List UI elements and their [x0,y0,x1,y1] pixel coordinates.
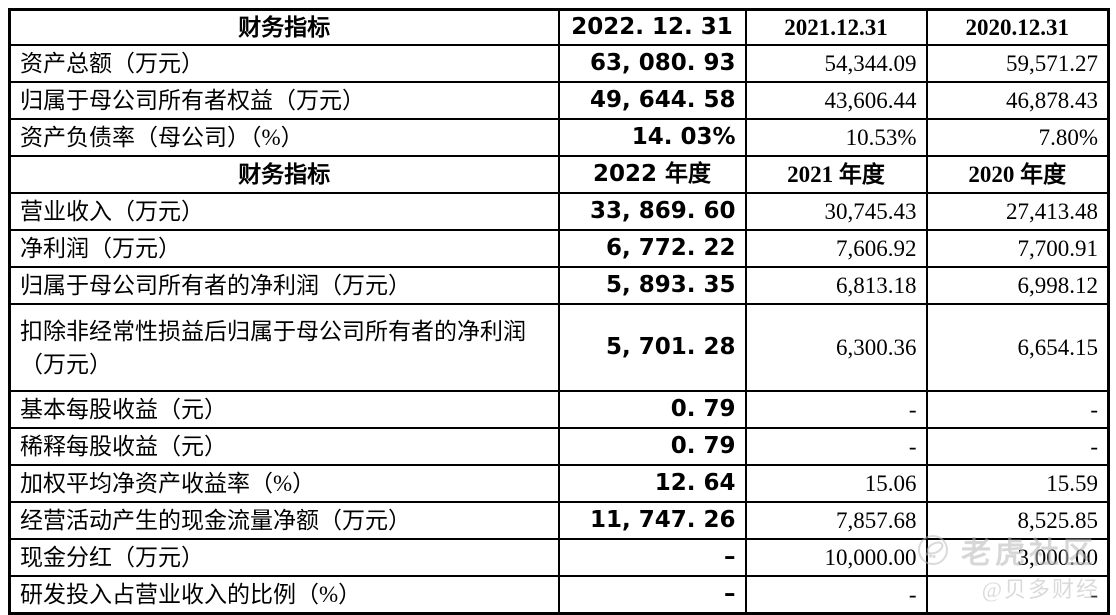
cell-2020: - [925,575,1110,615]
row-label: 研发投入占营业收入的比例（%） [8,575,560,615]
table-row-basic-eps: 基本每股收益（元） 0. 79 - - [8,390,1110,430]
cell-2021: 15.06 [744,464,928,504]
row-label: 扣除非经常性损益后归属于母公司所有者的净利润（万元） [8,303,560,393]
cell-2021: 7,606.92 [744,229,928,269]
table-row-net-profit: 净利润（万元） 6, 772. 22 7,606.92 7,700.91 [8,229,1110,269]
table-row-cash-dividend: 现金分红（万元） – 10,000.00 3,000.00 [8,538,1110,578]
cell-2021: 6,813.18 [744,266,928,306]
row-label: 归属于母公司所有者权益（万元） [8,81,560,121]
cell-2022: 0. 79 [557,390,747,430]
cell-2021: 30,745.43 [744,192,928,232]
financial-indicators-table: 财务指标 2022. 12. 31 2021.12.31 2020.12.31 … [8,8,1110,615]
cell-2022: 12. 64 [557,464,747,504]
row-label: 归属于母公司所有者的净利润（万元） [8,266,560,306]
header-2021-12-31: 2021.12.31 [744,8,928,47]
cell-2020: 27,413.48 [925,192,1110,232]
table-row-revenue: 营业收入（万元） 33, 869. 60 30,745.43 27,413.48 [8,192,1110,232]
cell-2021: 7,857.68 [744,501,928,541]
cell-2021: 43,606.44 [744,81,928,121]
header-indicator-top: 财务指标 [8,8,560,47]
header-2022-year: 2022 年度 [557,155,747,195]
cell-2022: 5, 893. 35 [557,266,747,306]
cell-2022: – [557,538,747,578]
table-row-weighted-roe: 加权平均净资产收益率（%） 12. 64 15.06 15.59 [8,464,1110,504]
table-row-total-assets: 资产总额（万元） 63, 080. 93 54,344.09 59,571.27 [8,44,1110,84]
row-label: 资产负债率（母公司）（%） [8,118,560,158]
cell-2020: - [925,427,1110,467]
cell-2022: – [557,575,747,615]
cell-2020: 7,700.91 [925,229,1110,269]
row-label: 现金分红（万元） [8,538,560,578]
row-label: 稀释每股收益（元） [8,427,560,467]
cell-2021: - [744,390,928,430]
row-label: 经营活动产生的现金流量净额（万元） [8,501,560,541]
table-row-operating-cash-flow: 经营活动产生的现金流量净额（万元） 11, 747. 26 7,857.68 8… [8,501,1110,541]
header-row-years: 财务指标 2022 年度 2021 年度 2020 年度 [8,155,1110,195]
table-row-rd-ratio: 研发投入占营业收入的比例（%） – - - [8,575,1110,615]
cell-2022: 14. 03% [557,118,747,158]
cell-2020: 7.80% [925,118,1110,158]
cell-2020: 46,878.43 [925,81,1110,121]
header-row-dates: 财务指标 2022. 12. 31 2021.12.31 2020.12.31 [8,8,1110,47]
header-indicator-mid: 财务指标 [8,155,560,195]
cell-2020: 59,571.27 [925,44,1110,84]
header-2020-year: 2020 年度 [925,155,1110,195]
cell-2020: 6,998.12 [925,266,1110,306]
header-2021-year: 2021 年度 [744,155,928,195]
table-row-diluted-eps: 稀释每股收益（元） 0. 79 - - [8,427,1110,467]
cell-2021: 10,000.00 [744,538,928,578]
table-row-debt-ratio: 资产负债率（母公司）（%） 14. 03% 10.53% 7.80% [8,118,1110,158]
header-2022-12-31: 2022. 12. 31 [557,8,747,47]
cell-2022: 49, 644. 58 [557,81,747,121]
row-label: 资产总额（万元） [8,44,560,84]
cell-2021: 54,344.09 [744,44,928,84]
cell-2021: 10.53% [744,118,928,158]
cell-2021: 6,300.36 [744,303,928,393]
row-label: 加权平均净资产收益率（%） [8,464,560,504]
cell-2022: 6, 772. 22 [557,229,747,269]
row-label: 净利润（万元） [8,229,560,269]
header-2020-12-31: 2020.12.31 [925,8,1110,47]
cell-2020: 3,000.00 [925,538,1110,578]
cell-2020: - [925,390,1110,430]
cell-2020: 15.59 [925,464,1110,504]
table-row-deducted-net-profit: 扣除非经常性损益后归属于母公司所有者的净利润（万元） 5, 701. 28 6,… [8,303,1110,393]
cell-2022: 0. 79 [557,427,747,467]
cell-2020: 8,525.85 [925,501,1110,541]
cell-2022: 63, 080. 93 [557,44,747,84]
cell-2022: 11, 747. 26 [557,501,747,541]
cell-2021: - [744,575,928,615]
cell-2022: 33, 869. 60 [557,192,747,232]
cell-2020: 6,654.15 [925,303,1110,393]
table-row-parent-equity: 归属于母公司所有者权益（万元） 49, 644. 58 43,606.44 46… [8,81,1110,121]
cell-2021: - [744,427,928,467]
cell-2022: 5, 701. 28 [557,303,747,393]
table-row-parent-net-profit: 归属于母公司所有者的净利润（万元） 5, 893. 35 6,813.18 6,… [8,266,1110,306]
row-label: 营业收入（万元） [8,192,560,232]
row-label: 基本每股收益（元） [8,390,560,430]
